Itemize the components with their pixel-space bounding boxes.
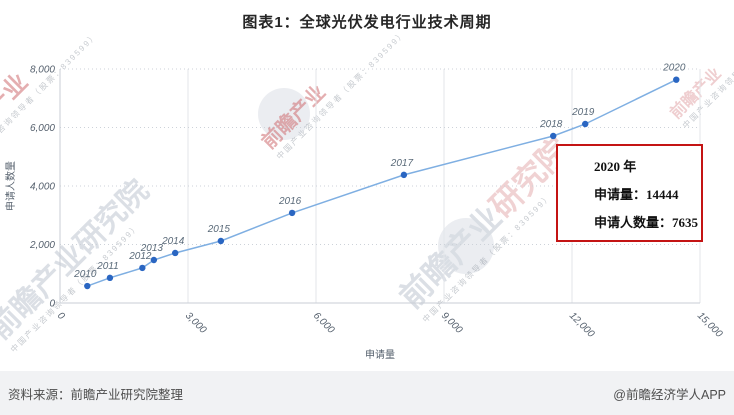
x-tick-label: 6,000 (311, 310, 337, 336)
data-point-2020[interactable] (673, 76, 680, 83)
tooltip-2020: 2020 年 申请量：14444 申请人数量：7635 (556, 144, 703, 242)
data-point-2018[interactable] (550, 132, 557, 140)
point-year-label: 2020 (662, 63, 686, 74)
tooltip-year: 2020 年 (594, 159, 637, 174)
data-point-2013[interactable] (150, 256, 158, 264)
point-year-label: 2018 (539, 119, 563, 130)
x-tick-label: 0 (55, 310, 67, 322)
tooltip-applicants: 申请人数量：7635 (594, 215, 699, 230)
point-year-label: 2013 (140, 243, 164, 254)
point-year-label: 2012 (128, 251, 152, 262)
point-year-label: 2015 (207, 224, 231, 235)
x-tick-label: 15,000 (695, 310, 725, 340)
page-title: 图表1：全球光伏发电行业技术周期 (242, 14, 492, 31)
data-point-2012[interactable] (139, 264, 146, 272)
y-tick-label: 8,000 (30, 65, 55, 76)
data-point-2010[interactable] (84, 282, 91, 290)
data-point-2016[interactable] (288, 209, 296, 217)
chart-canvas[interactable]: 0 2,000 4,000 6,000 8,000 0 3,000 6,000 9,000 12,… (0, 0, 734, 370)
footer-bar: 资料来源：前瞻产业研究院整理 @前瞻经济学人APP (0, 371, 734, 415)
point-year-label: 2011 (96, 261, 119, 272)
y-tick-label: 0 (49, 299, 55, 310)
x-tick-label: 12,000 (567, 310, 597, 340)
y-tick-label: 6,000 (30, 123, 55, 134)
data-point-2019[interactable] (582, 120, 589, 128)
point-year-label: 2014 (161, 236, 185, 247)
x-tick-label: 9,000 (439, 310, 465, 336)
point-year-label: 2010 (73, 269, 97, 280)
y-tick-label: 2,000 (29, 240, 55, 251)
point-year-label: 2019 (571, 107, 595, 118)
point-year-label: 2017 (390, 158, 414, 169)
y-tick-label: 4,000 (30, 182, 55, 193)
credit-text: @前瞻经济学人APP (613, 388, 726, 402)
tooltip-applications: 申请量：14444 (594, 187, 679, 202)
data-point-2014[interactable] (172, 249, 179, 257)
data-point-2017[interactable] (400, 171, 408, 179)
point-year-label: 2016 (278, 196, 302, 207)
source-text: 资料来源：前瞻产业研究院整理 (8, 388, 184, 402)
x-axis-title: 申请量 (365, 348, 395, 361)
data-point-2015[interactable] (217, 237, 225, 245)
x-tick-label: 3,000 (183, 310, 209, 336)
data-point-2011[interactable] (106, 274, 114, 282)
y-axis-title: 申请人数量 (4, 161, 17, 211)
